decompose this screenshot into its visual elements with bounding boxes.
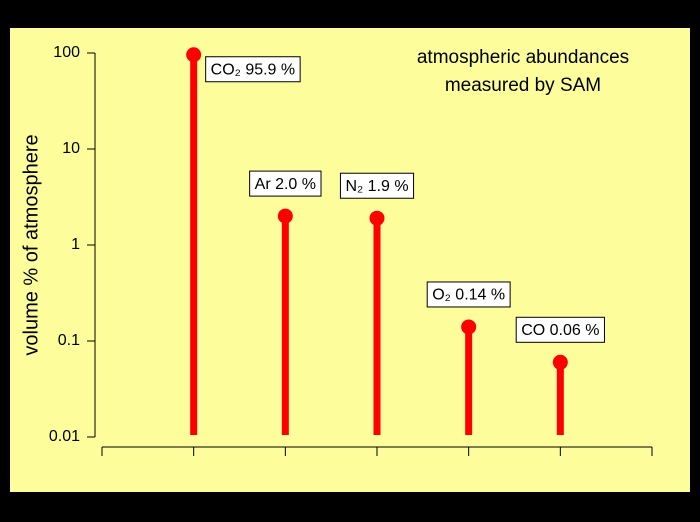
dot [277, 208, 293, 224]
y-tick-label: 0.1 [58, 332, 80, 349]
annotation: measured by SAM [445, 75, 601, 96]
value-label: CO₂ 95.9 % [211, 61, 295, 78]
value-label: O₂ 0.14 % [432, 287, 505, 304]
annotation: atmospheric abundances [417, 47, 629, 68]
dot [552, 354, 568, 370]
y-axis-label: volume % of atmosphere [20, 134, 42, 355]
dot [369, 210, 385, 226]
value-label: N₂ 1.9 % [345, 178, 408, 195]
label-box [515, 316, 605, 343]
label-box [205, 56, 301, 83]
label-box [249, 170, 322, 197]
y-tick-label: 0.01 [49, 428, 80, 445]
dot [461, 319, 477, 335]
y-tick-label: 1 [71, 236, 80, 253]
dot [186, 47, 202, 63]
y-tick-label: 10 [62, 140, 80, 157]
label-box [339, 172, 415, 199]
panel [10, 28, 690, 492]
value-label: CO 0.06 % [521, 322, 599, 339]
label-box [426, 281, 511, 308]
value-label: Ar 2.0 % [255, 176, 316, 193]
y-tick-label: 100 [53, 44, 80, 61]
